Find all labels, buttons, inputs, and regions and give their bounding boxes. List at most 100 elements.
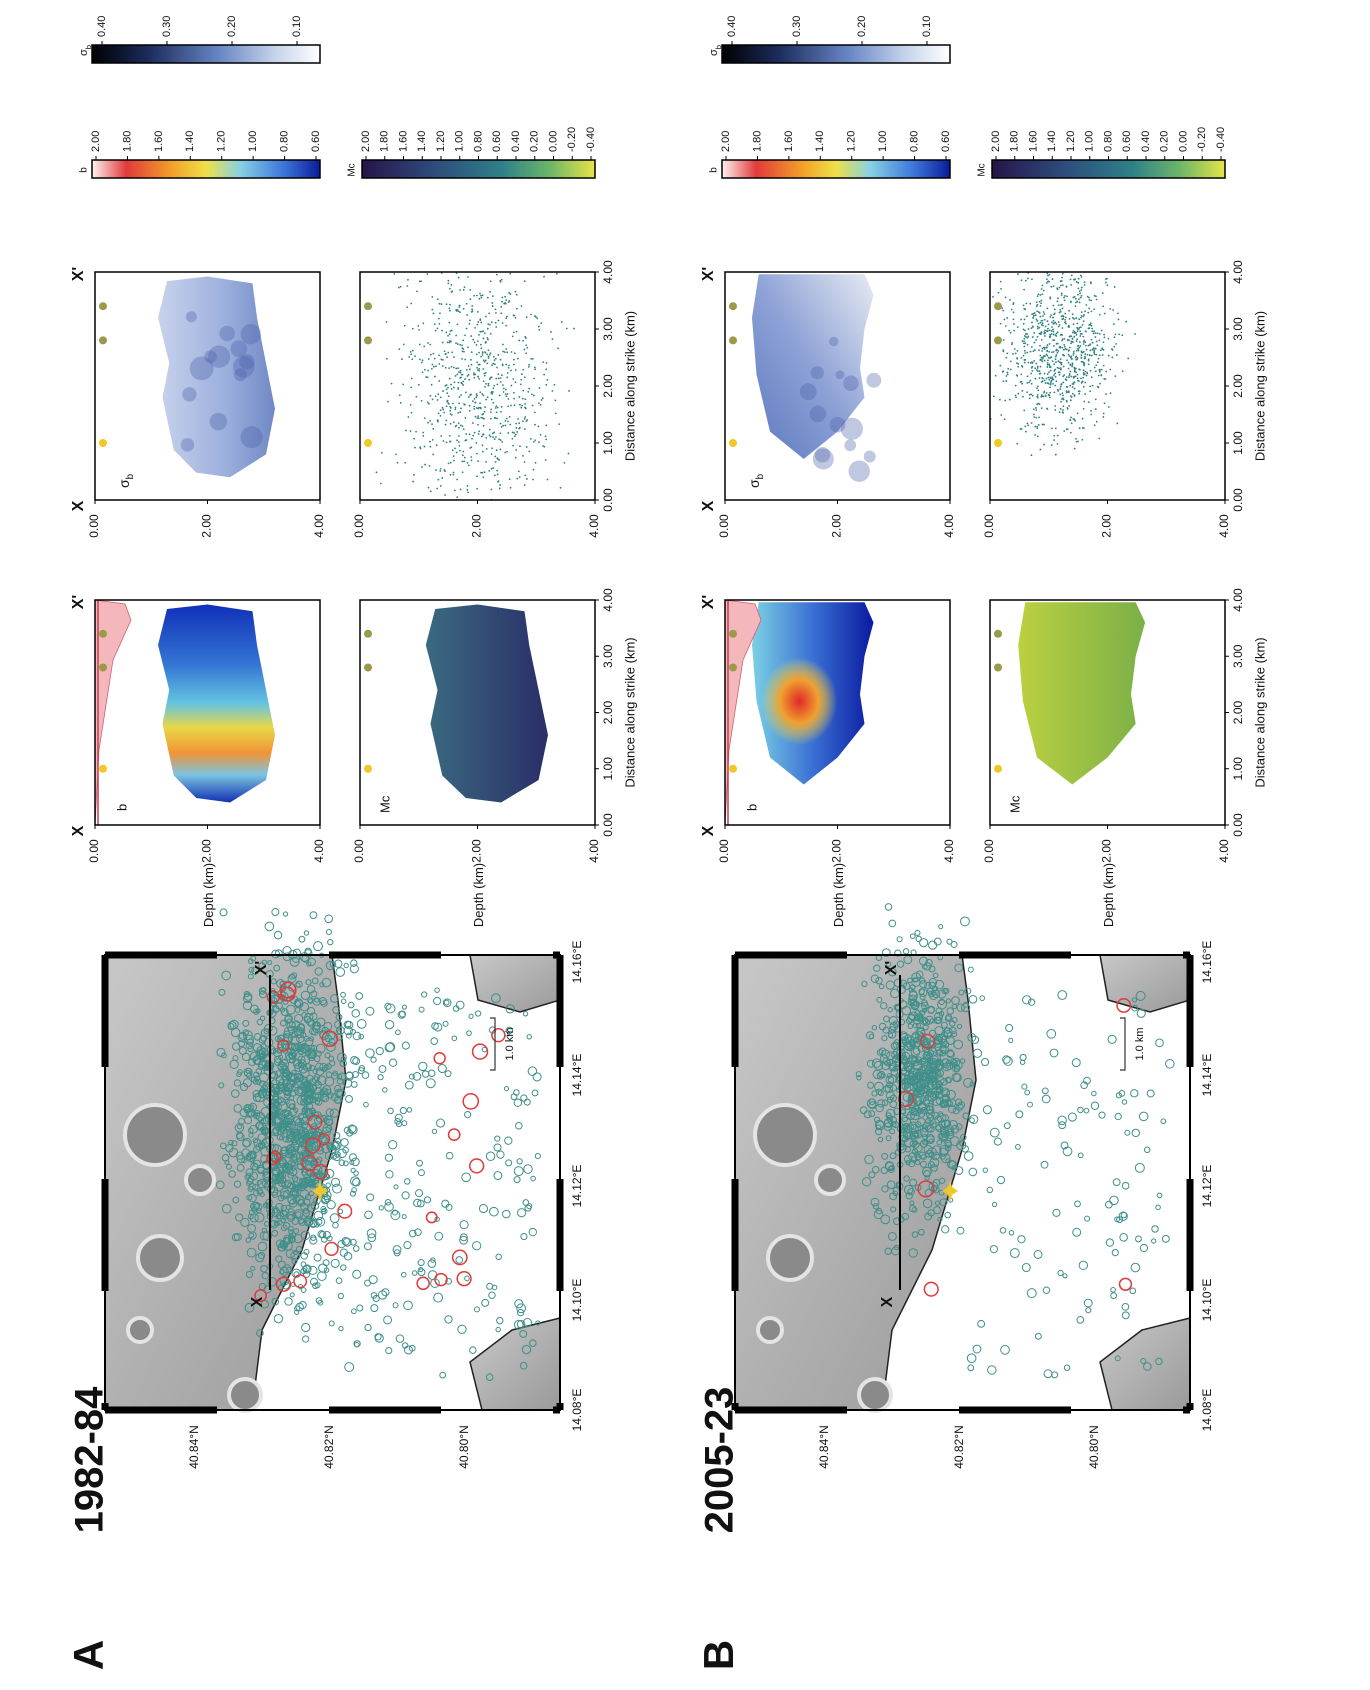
hypocenter bbox=[1007, 373, 1009, 375]
colorbar-tick-label: 0.00 bbox=[1177, 131, 1189, 152]
hypocenter bbox=[455, 425, 457, 427]
hypocenter bbox=[525, 408, 527, 410]
lon-label: 14.14°E bbox=[570, 1054, 584, 1097]
hypocenter bbox=[1023, 355, 1025, 357]
hypocenter bbox=[463, 351, 465, 353]
hypocenter bbox=[1005, 296, 1007, 298]
event bbox=[283, 946, 291, 954]
hypocenter bbox=[1046, 366, 1048, 368]
hypocenter bbox=[533, 395, 535, 397]
mc-colorbar bbox=[362, 160, 595, 178]
hypocenter bbox=[391, 383, 393, 385]
hypocenter bbox=[1055, 427, 1057, 429]
hypocenter bbox=[1094, 424, 1096, 426]
hypocenter bbox=[1109, 308, 1111, 310]
hypocenter bbox=[459, 450, 461, 452]
hypocenter bbox=[460, 382, 462, 384]
hypocenter bbox=[1044, 380, 1046, 382]
hypocenter bbox=[1079, 345, 1081, 347]
hypocenter bbox=[422, 435, 424, 437]
hypocenter bbox=[1086, 375, 1088, 377]
hypocenter bbox=[422, 371, 424, 373]
hypocenter bbox=[1022, 396, 1024, 398]
hypocenter bbox=[1075, 375, 1077, 377]
hypocenter bbox=[1072, 418, 1074, 420]
hypocenter bbox=[437, 399, 439, 401]
hypocenter bbox=[1116, 423, 1118, 425]
hypocenter bbox=[442, 342, 444, 344]
hypocenter bbox=[444, 494, 446, 496]
hypocenter bbox=[1031, 278, 1033, 280]
hypocenter bbox=[458, 306, 460, 308]
hypocenter bbox=[1059, 394, 1061, 396]
hypocenter bbox=[1134, 333, 1136, 335]
hypocenter bbox=[1069, 385, 1071, 387]
hypocenter bbox=[1075, 332, 1077, 334]
hypocenter bbox=[1051, 333, 1053, 335]
hypocenter bbox=[502, 425, 504, 427]
hypocenter bbox=[429, 395, 431, 397]
hypocenter bbox=[489, 291, 491, 293]
hypocenter bbox=[451, 366, 453, 368]
hypocenter bbox=[1034, 349, 1036, 351]
hypocenter bbox=[1055, 354, 1057, 356]
hypocenter bbox=[476, 295, 478, 297]
hypocenter bbox=[440, 396, 442, 398]
hypocenter bbox=[470, 456, 472, 458]
hypocenter bbox=[476, 407, 478, 409]
mc-colorbar bbox=[992, 160, 1225, 178]
hypocenter bbox=[1053, 374, 1055, 376]
hypocenter bbox=[1089, 385, 1091, 387]
hypocenter bbox=[428, 358, 430, 360]
hypocenter bbox=[510, 405, 512, 407]
hypocenter bbox=[1046, 392, 1048, 394]
event bbox=[897, 937, 902, 942]
hypocenter bbox=[1051, 427, 1053, 429]
hypocenter bbox=[472, 339, 474, 341]
hypocenter bbox=[499, 395, 501, 397]
hypocenter bbox=[1012, 303, 1014, 305]
hypocenter bbox=[522, 455, 524, 457]
hypocenter bbox=[1057, 350, 1059, 352]
vent-marker bbox=[994, 630, 1002, 638]
hypocenter bbox=[427, 342, 429, 344]
hypocenter bbox=[1071, 366, 1073, 368]
colorbar-tick-label: 1.40 bbox=[184, 131, 196, 152]
hypocenter bbox=[466, 303, 468, 305]
hypocenter bbox=[460, 407, 462, 409]
hypocenter bbox=[1091, 310, 1093, 312]
hypocenter bbox=[461, 374, 463, 376]
hypocenter bbox=[1038, 424, 1040, 426]
hypocenter bbox=[1041, 288, 1043, 290]
distance-tick-label: 4.00 bbox=[601, 260, 615, 284]
depth-tick-label: 2.00 bbox=[830, 514, 844, 538]
hypocenter bbox=[992, 296, 994, 298]
hypocenter bbox=[1025, 431, 1027, 433]
colorbar-tick-label: 0.30 bbox=[791, 16, 803, 37]
hypocenter bbox=[1015, 396, 1017, 398]
hypocenter bbox=[438, 380, 440, 382]
crater bbox=[755, 1105, 815, 1165]
hypocenter bbox=[1011, 309, 1013, 311]
hypocenter bbox=[1067, 428, 1069, 430]
hypocenter bbox=[1049, 386, 1051, 388]
colorbar-tick-label: 0.80 bbox=[278, 131, 290, 152]
section-end: X' bbox=[700, 595, 717, 609]
hypocenter bbox=[1048, 383, 1050, 385]
hypocenter bbox=[456, 452, 458, 454]
sigma-patch bbox=[210, 413, 228, 431]
hypocenter bbox=[518, 428, 520, 430]
hypocenter bbox=[475, 402, 477, 404]
hypocenter bbox=[1043, 311, 1045, 313]
hypocenter bbox=[481, 297, 483, 299]
hypocenter bbox=[476, 367, 478, 369]
hypocenter bbox=[1006, 317, 1008, 319]
hypocenter bbox=[1089, 344, 1091, 346]
depth-axis-label: Depth (km) bbox=[1101, 863, 1116, 927]
hypocenter bbox=[1083, 401, 1085, 403]
hypocenter bbox=[1033, 408, 1035, 410]
hypocenter bbox=[1000, 281, 1002, 283]
hypocenter bbox=[1085, 304, 1087, 306]
hypocenter bbox=[533, 378, 535, 380]
hypocenter bbox=[522, 420, 524, 422]
